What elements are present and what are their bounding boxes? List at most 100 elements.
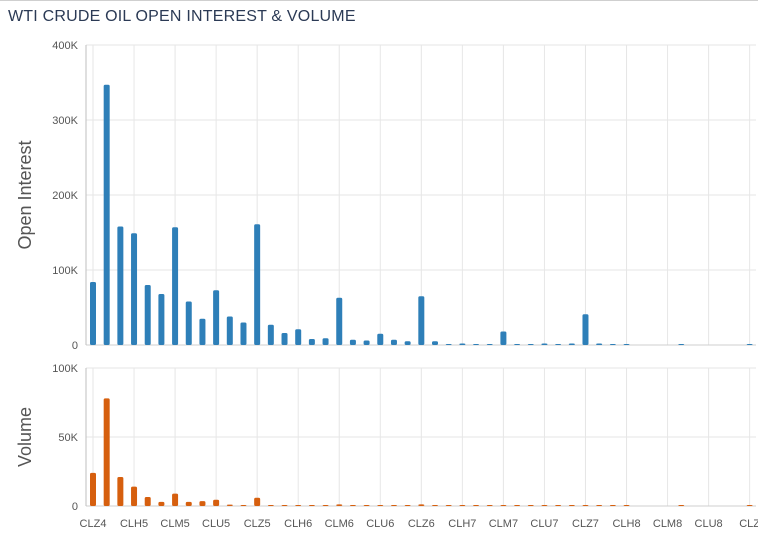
volume-bar [308, 505, 315, 506]
volume-bar [349, 505, 356, 506]
x-tick-label: CLM6 [325, 518, 354, 530]
open-interest-bar [377, 333, 384, 345]
open-interest-bar [90, 282, 96, 345]
volume-bar [363, 505, 370, 506]
volume-bar [459, 505, 466, 506]
volume-bar [199, 501, 206, 506]
open-interest-bar [363, 340, 370, 345]
volume-bar [172, 493, 179, 506]
volume-bar [90, 472, 96, 506]
open-interest-bar [527, 344, 534, 345]
y-tick-label: 0 [72, 340, 78, 352]
volume-bar [131, 486, 138, 506]
chart-title: WTI CRUDE OIL OPEN INTEREST & VOLUME [8, 8, 356, 25]
volume-bar [390, 505, 397, 506]
y-tick-label: 300K [52, 115, 78, 127]
x-tick-label: CLH6 [284, 518, 312, 530]
volume-bar [377, 505, 384, 506]
open-interest-bar [746, 344, 753, 345]
open-interest-bar [349, 339, 356, 345]
open-interest-bar [445, 344, 452, 345]
volume-bar [555, 505, 562, 506]
open-interest-bar [131, 233, 138, 345]
volume-bar [746, 505, 753, 506]
y-tick-label: 400K [52, 40, 78, 52]
open-interest-bar [432, 341, 438, 345]
volume-bar [568, 505, 575, 506]
x-tick-label: CLZ7 [572, 518, 599, 530]
y-tick-label: 50K [58, 432, 78, 444]
volume-bar [418, 504, 425, 506]
volume-bar [541, 505, 548, 506]
x-tick-label: CLZ6 [408, 518, 435, 530]
open-interest-bar [172, 227, 179, 345]
volume-bar [240, 505, 247, 506]
x-tick-label: CLZ4 [80, 518, 107, 530]
open-interest-bar [418, 296, 425, 345]
open-interest-bar [199, 318, 206, 345]
volume-bar [295, 505, 302, 506]
y-axis-title: Volume [15, 407, 35, 467]
volume-bar [678, 505, 685, 506]
volume-bar [609, 505, 616, 506]
volume-bar [254, 497, 261, 506]
x-tick-label: CLU7 [530, 518, 558, 530]
volume-bar [445, 505, 452, 506]
volume-bar [103, 398, 110, 506]
x-tick-label: CLM8 [653, 518, 682, 530]
open-interest-bar [308, 339, 315, 345]
volume-bar [514, 505, 521, 506]
volume-bar [336, 504, 343, 506]
x-tick-label: CLU8 [695, 518, 723, 530]
volume-bar [486, 505, 493, 506]
open-interest-bar [144, 285, 151, 345]
open-interest-bar [459, 343, 466, 345]
open-interest-bar [596, 343, 603, 345]
volume-bar [281, 505, 288, 506]
open-interest-bar [582, 314, 589, 345]
open-interest-bar [254, 224, 261, 345]
y-tick-label: 0 [72, 501, 78, 513]
x-tick-label: CLH7 [448, 518, 476, 530]
open-interest-bar [103, 84, 110, 345]
open-interest-bar [336, 297, 343, 345]
y-tick-label: 200K [52, 190, 78, 202]
y-axis-title: Open Interest [15, 140, 35, 249]
open-interest-bar [404, 341, 411, 345]
volume-bar [158, 501, 165, 506]
volume-bar [596, 505, 603, 506]
open-interest-bar [678, 344, 685, 345]
volume-bar [623, 505, 630, 506]
open-interest-bar [226, 316, 233, 345]
y-tick-label: 100K [52, 265, 78, 277]
volume-bar [404, 505, 411, 506]
volume-bar [226, 504, 233, 506]
open-interest-bar [473, 344, 480, 345]
open-interest-bar [117, 226, 124, 345]
open-interest-bar [390, 339, 397, 345]
volume-bar [267, 505, 274, 506]
x-tick-label: CLU6 [366, 518, 394, 530]
x-tick-label: CLZ [739, 518, 758, 530]
open-interest-bar [486, 344, 493, 345]
open-interest-bar [514, 344, 521, 345]
open-interest-bar [623, 344, 630, 345]
volume-bar [527, 505, 534, 506]
volume-bar [144, 497, 151, 506]
open-interest-bar [240, 322, 247, 345]
x-tick-label: CLZ5 [244, 518, 271, 530]
x-tick-label: CLH5 [120, 518, 148, 530]
open-interest-bar [500, 331, 507, 345]
open-interest-bar [185, 301, 192, 345]
open-interest-bar [322, 338, 329, 345]
y-tick-label: 100K [52, 363, 78, 375]
open-interest-bar [568, 343, 575, 345]
volume-bar [500, 505, 507, 506]
open-interest-bar [555, 344, 562, 345]
x-tick-label: CLH8 [612, 518, 640, 530]
volume-bar [117, 477, 124, 506]
x-tick-label: CLM5 [160, 518, 189, 530]
open-interest-bar [267, 324, 274, 345]
volume-bar [473, 505, 480, 506]
